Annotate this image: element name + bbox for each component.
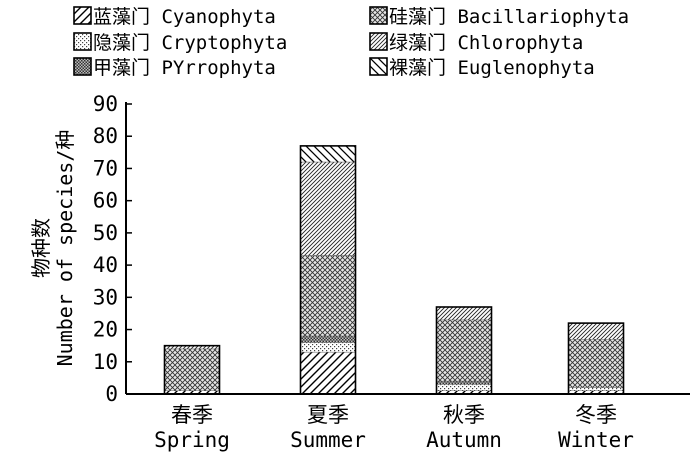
y-axis-label-cn: 物种数 (29, 218, 53, 278)
y-tick-label: 40 (93, 253, 118, 277)
legend-entry-label: 蓝藻门 Cyanophyta (93, 6, 276, 28)
legend-entry-label: 绿藻门 Chlorophyta (389, 32, 583, 54)
x-category-label-en: Winter (558, 428, 634, 452)
bar-segment (436, 319, 492, 382)
legend-entry-label: 隐藻门 Cryptophyta (93, 32, 287, 54)
bar-segment (300, 145, 356, 163)
y-tick-label: 70 (93, 156, 118, 180)
bar-segment (300, 342, 356, 353)
bar-segment (300, 255, 356, 337)
bar-segment (300, 161, 356, 256)
legend-swatch (73, 6, 92, 25)
y-tick-label: 90 (93, 92, 118, 116)
y-tick-label: 50 (93, 221, 118, 245)
bar-segment (568, 322, 624, 340)
x-category-label-cn: 冬季 (575, 403, 617, 427)
legend-entry-label: 裸藻门 Euglenophyta (389, 57, 595, 79)
bar-segment (568, 387, 624, 391)
y-tick-label: 80 (93, 124, 118, 148)
bar-segment (164, 348, 220, 391)
y-tick-label: 0 (105, 382, 118, 406)
x-category-label-en: Autumn (426, 428, 502, 452)
bar-segment (436, 306, 492, 321)
legend-entry-label: 硅藻门 Bacillariophyta (389, 6, 629, 28)
legend-swatch (369, 6, 388, 25)
bar-segment (568, 339, 624, 388)
legend-swatch (369, 32, 388, 51)
y-tick-label: 20 (93, 318, 118, 342)
legend-swatch (369, 57, 388, 76)
y-tick-label: 10 (93, 350, 118, 374)
x-category-label-en: Spring (154, 428, 230, 452)
legend-entry-label: 甲藻门 PYrrophyta (93, 57, 276, 79)
x-category-label-cn: 春季 (171, 403, 213, 427)
bar-segment (436, 380, 492, 385)
bars (163, 145, 625, 395)
y-axis-ticks: 0 10 20 30 40 50 60 70 80 90 (93, 92, 132, 406)
legend-swatch (73, 57, 92, 76)
x-category-label-cn: 夏季 (307, 403, 349, 427)
y-axis-label: 物种数 Number of species/种 (29, 130, 77, 367)
y-axis-label-en: Number of species/种 (53, 130, 77, 367)
legend: 蓝藻门 Cyanophyta 硅藻门 Bacillariophyta 隐藻门 Cry… (73, 6, 629, 79)
legend-swatch (73, 32, 92, 51)
y-tick-label: 30 (93, 285, 118, 309)
bar-segment (436, 384, 492, 391)
y-tick-label: 60 (93, 189, 118, 213)
bar-segment (300, 335, 356, 343)
x-category-label-en: Summer (290, 428, 366, 452)
bar-segment (300, 351, 356, 395)
x-category-label-cn: 秋季 (443, 403, 485, 427)
